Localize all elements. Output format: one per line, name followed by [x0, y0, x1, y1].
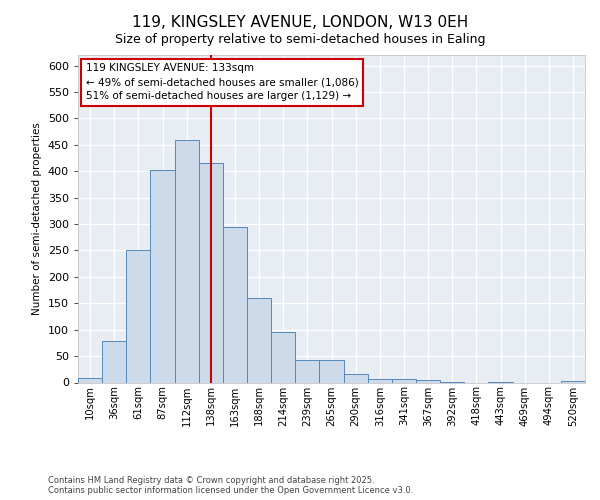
- Bar: [151, 170, 175, 382]
- Y-axis label: Number of semi-detached properties: Number of semi-detached properties: [32, 122, 42, 315]
- Bar: [295, 360, 319, 382]
- Bar: [344, 374, 368, 382]
- Bar: [368, 380, 392, 382]
- Bar: [247, 298, 271, 382]
- Bar: [199, 164, 223, 382]
- Bar: [175, 140, 199, 382]
- Text: Contains HM Land Registry data © Crown copyright and database right 2025.
Contai: Contains HM Land Registry data © Crown c…: [48, 476, 413, 495]
- Bar: [126, 250, 151, 382]
- Bar: [78, 378, 102, 382]
- Bar: [319, 360, 344, 382]
- Bar: [223, 226, 247, 382]
- Text: 119 KINGSLEY AVENUE: 133sqm
← 49% of semi-detached houses are smaller (1,086)
51: 119 KINGSLEY AVENUE: 133sqm ← 49% of sem…: [86, 63, 358, 101]
- Bar: [416, 380, 440, 382]
- Bar: [271, 332, 295, 382]
- Bar: [392, 380, 416, 382]
- Bar: [102, 342, 126, 382]
- Text: Size of property relative to semi-detached houses in Ealing: Size of property relative to semi-detach…: [115, 34, 485, 46]
- Text: 119, KINGSLEY AVENUE, LONDON, W13 0EH: 119, KINGSLEY AVENUE, LONDON, W13 0EH: [132, 15, 468, 30]
